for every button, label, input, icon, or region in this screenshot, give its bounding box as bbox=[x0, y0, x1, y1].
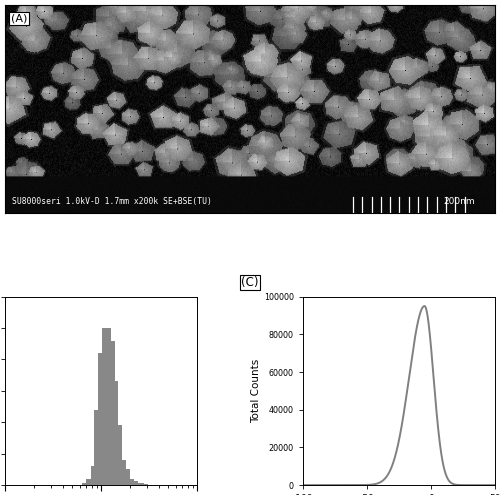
Bar bbox=[118, 460, 126, 485]
Text: (C): (C) bbox=[242, 276, 259, 289]
Bar bbox=[94, 410, 103, 485]
Bar bbox=[82, 483, 90, 485]
Text: (A): (A) bbox=[11, 13, 28, 23]
Bar bbox=[114, 425, 122, 485]
Bar bbox=[98, 353, 108, 485]
Bar bbox=[121, 469, 130, 485]
Bar bbox=[134, 483, 143, 485]
Y-axis label: Total Counts: Total Counts bbox=[251, 359, 261, 423]
Bar bbox=[130, 481, 138, 485]
Bar bbox=[90, 466, 100, 485]
Text: SU8000seri 1.0kV-D 1.7mm x200k SE+BSE(TU): SU8000seri 1.0kV-D 1.7mm x200k SE+BSE(TU… bbox=[12, 197, 212, 206]
Bar bbox=[86, 480, 95, 485]
Bar bbox=[102, 328, 111, 485]
Bar bbox=[140, 484, 148, 485]
Text: 200nm: 200nm bbox=[444, 197, 476, 206]
Bar bbox=[110, 382, 118, 485]
Bar bbox=[106, 341, 114, 485]
Bar bbox=[126, 479, 134, 485]
